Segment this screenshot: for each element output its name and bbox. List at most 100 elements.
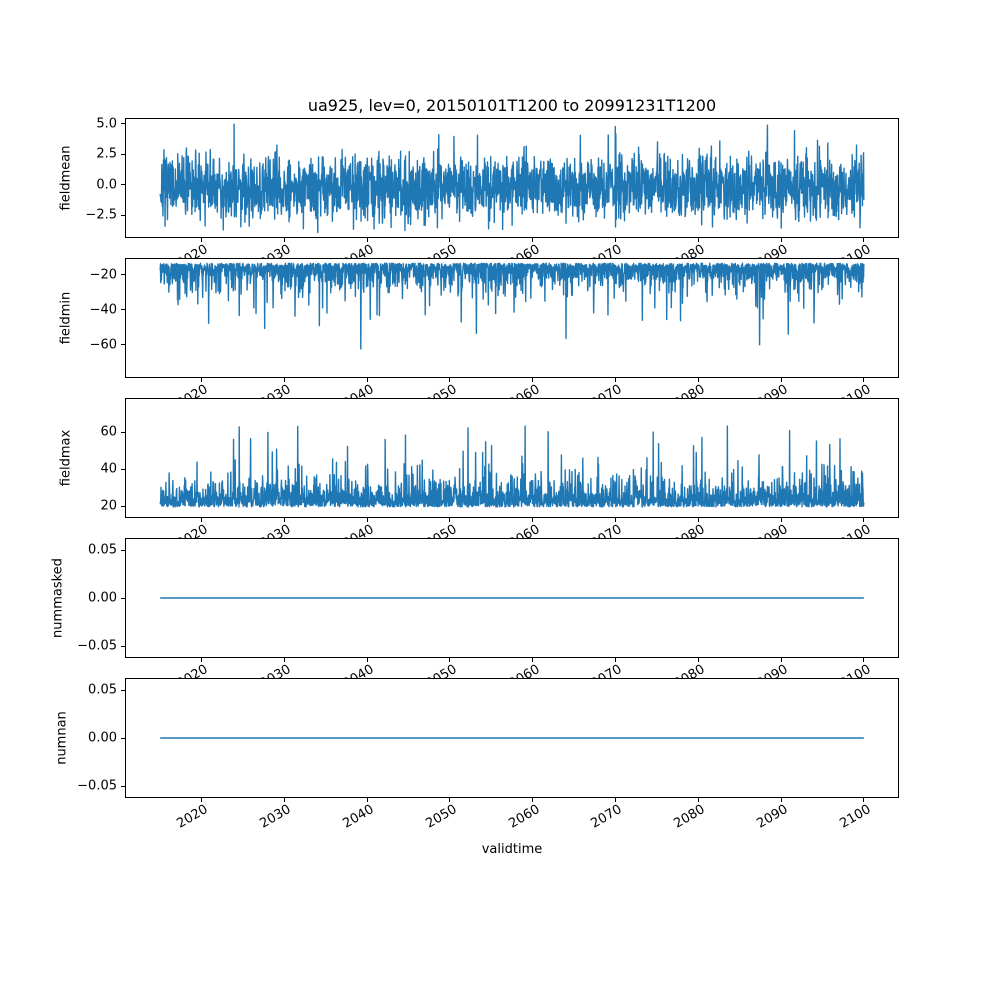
- y-tick-mark: [121, 737, 125, 739]
- y-tick-label: 20: [100, 498, 117, 514]
- x-tick-mark: [201, 798, 203, 802]
- x-tick-mark: [532, 658, 534, 662]
- x-tick-mark: [449, 798, 451, 802]
- x-tick-label: 2040: [340, 802, 377, 832]
- x-tick-label: 2100: [837, 802, 874, 832]
- x-tick-label: 2050: [423, 802, 460, 832]
- y-tick-label: −0.05: [77, 778, 117, 794]
- x-tick-mark: [366, 378, 368, 382]
- y-tick-mark: [121, 645, 125, 647]
- x-tick-mark: [863, 518, 865, 522]
- x-tick-label: 2060: [506, 802, 543, 832]
- y-tick-label: 0.0: [96, 177, 117, 193]
- axes-frame: [125, 118, 899, 238]
- y-tick-label: 2.5: [96, 146, 117, 162]
- y-tick-mark: [121, 309, 125, 311]
- y-tick-mark: [121, 274, 125, 276]
- x-tick-mark: [614, 238, 616, 242]
- y-tick-mark: [121, 123, 125, 124]
- line-series-canvas: [125, 538, 899, 658]
- y-tick-mark: [121, 785, 125, 787]
- line-series-canvas: [125, 118, 899, 238]
- y-tick-label: −60: [89, 337, 117, 353]
- y-tick-label: −2.5: [85, 207, 117, 223]
- x-tick-mark: [449, 378, 451, 382]
- y-tick-label: −20: [89, 267, 117, 283]
- x-tick-label: 2070: [588, 802, 625, 832]
- x-tick-mark: [283, 798, 285, 802]
- x-tick-mark: [863, 238, 865, 242]
- x-tick-mark: [366, 238, 368, 242]
- x-tick-mark: [532, 518, 534, 522]
- x-tick-mark: [449, 518, 451, 522]
- x-tick-mark: [780, 378, 782, 382]
- x-tick-mark: [201, 238, 203, 242]
- y-tick-label: 0.00: [88, 730, 117, 746]
- axes-frame: [125, 398, 899, 518]
- line-series-canvas: [125, 678, 899, 798]
- x-tick-mark: [697, 238, 699, 242]
- x-tick-mark: [201, 378, 203, 382]
- y-tick-mark: [121, 468, 125, 470]
- x-tick-mark: [697, 798, 699, 802]
- x-tick-label: 2020: [174, 802, 212, 832]
- x-tick-label: 2090: [754, 802, 791, 832]
- y-tick-mark: [121, 597, 125, 599]
- x-tick-mark: [449, 238, 451, 242]
- x-tick-mark: [532, 378, 534, 382]
- y-tick-mark: [121, 549, 125, 551]
- plot-area: [125, 118, 899, 238]
- line-series-canvas: [125, 258, 899, 378]
- x-tick-mark: [283, 378, 285, 382]
- plot-area: [125, 258, 899, 378]
- axes-frame: [125, 538, 899, 658]
- x-tick-mark: [283, 518, 285, 522]
- y-tick-mark: [121, 689, 125, 691]
- x-tick-label: 2080: [671, 802, 708, 832]
- x-tick-mark: [532, 798, 534, 802]
- x-tick-mark: [283, 658, 285, 662]
- y-tick-label: 40: [100, 461, 117, 477]
- y-tick-label: 0.05: [88, 682, 117, 698]
- x-tick-mark: [614, 658, 616, 662]
- x-tick-mark: [614, 518, 616, 522]
- y-tick-mark: [121, 184, 125, 186]
- x-tick-mark: [283, 238, 285, 242]
- x-tick-mark: [366, 658, 368, 662]
- y-tick-mark: [121, 153, 125, 155]
- x-tick-mark: [532, 238, 534, 242]
- y-tick-label: 0.05: [88, 542, 117, 558]
- y-tick-label: 60: [100, 424, 117, 440]
- x-tick-mark: [780, 798, 782, 802]
- x-tick-mark: [863, 658, 865, 662]
- x-tick-mark: [614, 798, 616, 802]
- axes-frame: [125, 678, 899, 798]
- x-axis-title: validtime: [481, 842, 543, 857]
- x-tick-label: 2030: [257, 802, 294, 832]
- y-tick-mark: [121, 505, 125, 507]
- x-tick-mark: [366, 798, 368, 802]
- y-tick-mark: [121, 344, 125, 346]
- x-tick-mark: [780, 518, 782, 522]
- axes-frame: [125, 258, 899, 378]
- plot-area: [125, 678, 899, 798]
- x-tick-mark: [780, 658, 782, 662]
- x-tick-mark: [201, 518, 203, 522]
- x-tick-mark: [863, 378, 865, 382]
- plot-area: [125, 538, 899, 658]
- y-tick-label: −40: [89, 302, 117, 318]
- plot-area: [125, 398, 899, 518]
- y-tick-mark: [121, 214, 125, 216]
- x-tick-mark: [614, 378, 616, 382]
- x-tick-mark: [366, 518, 368, 522]
- x-tick-mark: [697, 658, 699, 662]
- chart-title: ua925, lev=0, 20150101T1200 to 20991231T…: [307, 96, 717, 115]
- line-series-canvas: [125, 398, 899, 518]
- x-tick-mark: [697, 378, 699, 382]
- y-tick-label: 5.0: [96, 116, 117, 131]
